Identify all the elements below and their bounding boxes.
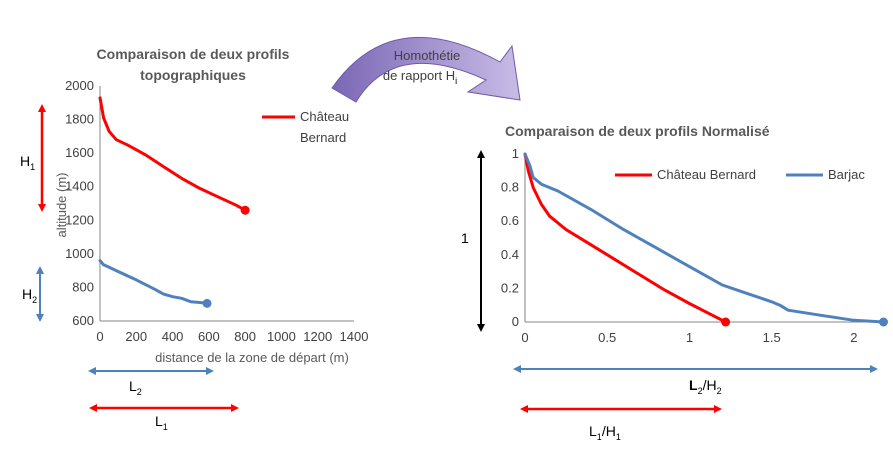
chart-left-x-tick-label: 1000	[267, 329, 296, 344]
chart-right-series-endpoint-chateau-bernard	[721, 317, 731, 327]
chart-left-legend: Château Bernard	[262, 109, 349, 145]
chart-right-x-ticks: 0 0.5 1 1.5 2	[521, 330, 857, 345]
chart-right-x-tick-label: 1	[686, 330, 693, 345]
chart-left-x-tick-label: 1200	[303, 329, 332, 344]
chart-right-y-tick-label: 1	[512, 146, 519, 161]
chart-right-y-ticks: 0 0.2 0.4 0.6 0.8 1	[501, 146, 519, 329]
chart-left-x-tick-label: 800	[234, 329, 256, 344]
chart-left-y-tick-label: 800	[72, 279, 94, 294]
chart-right: Comparaison de deux profils Normalisé 00…	[461, 123, 888, 442]
chart-right-x-tick-label: 1.5	[763, 330, 781, 345]
chart-right-y-tick-label: 0.2	[501, 280, 519, 295]
chart-left-y-axis-label: altitude (m)	[54, 172, 69, 237]
chart-left-y-tick-label: 1800	[65, 112, 94, 127]
chart-right-y-tick-label: 0	[512, 314, 519, 329]
chart-left-x-ticks: 0 200 400 600 800 1000 1200 1400	[96, 329, 368, 344]
chart-left-y-tick-label: 1000	[65, 246, 94, 261]
chart-left-y-tick-label: 1400	[65, 179, 94, 194]
height-h2-label: H2	[22, 286, 37, 305]
height-h1-label: H1	[20, 153, 35, 172]
legend-label-chateau-bernard-right: Château Bernard	[657, 167, 756, 182]
chart-left-x-tick-label: 1400	[340, 329, 369, 344]
chart-right-series-line-barjac	[523, 152, 885, 324]
chart-left-y-tick-label: 2000	[65, 78, 94, 93]
legend-label-line1: Château	[300, 109, 349, 124]
chart-right-series	[523, 152, 888, 327]
chart-left-series	[98, 96, 250, 308]
chart-left-series-endpoint-chateau-bernard	[240, 205, 250, 215]
chart-left-series-line-barjac	[98, 259, 209, 305]
chart-left-title-line1: Comparaison de deux profils	[97, 46, 290, 62]
chart-right-series-endpoint-barjac	[878, 317, 888, 327]
length-l2-label: L2	[129, 378, 142, 397]
chart-left-x-axis-label: distance de la zone de départ (m)	[155, 350, 349, 365]
chart-right-y-tick-label: 0.6	[501, 213, 519, 228]
chart-left-x-tick-label: 400	[162, 329, 184, 344]
chart-right-x-tick-label: 2	[850, 330, 857, 345]
chart-left-x-tick-label: 600	[198, 329, 220, 344]
chart-left-title-line2: topographiques	[140, 67, 246, 83]
chart-left-series-line-chateau-bernard	[98, 96, 247, 212]
chart-left-y-ticks: 600 800 1000 1200 1400 1600 1800 2000	[65, 78, 94, 328]
chart-left-y-tick-label: 1600	[65, 145, 94, 160]
chart-right-y-tick-label: 0.8	[501, 180, 519, 195]
transition-label-line2: de rapport Hi	[383, 68, 457, 86]
chart-left-x-tick-label: 0	[96, 329, 103, 344]
length-l1-label: L1	[155, 413, 168, 432]
curved-arrow-icon	[331, 36, 521, 103]
chart-left-y-tick-label: 600	[72, 313, 94, 328]
chart-right-title: Comparaison de deux profils Normalisé	[505, 123, 770, 139]
chart-right-y-tick-label: 0.4	[501, 247, 519, 262]
chart-left-series-endpoint-barjac	[202, 298, 212, 308]
chart-right-legend: Château Bernard Barjac	[615, 167, 865, 182]
legend-label-line2: Bernard	[300, 130, 346, 145]
chart-left: Comparaison de deux profils topographiqu…	[20, 46, 368, 432]
legend-label-barjac-right: Barjac	[828, 167, 865, 182]
chart-right-x-tick-label: 0.5	[598, 330, 616, 345]
transition-label-line1: Homothétie	[394, 48, 460, 63]
homothety-transition: Homothétie de rapport Hi	[331, 36, 521, 103]
chart-right-x-tick-label: 0	[521, 330, 528, 345]
height-normalized-label: 1	[461, 230, 469, 246]
length-l2-h2-label: L2/H2	[689, 377, 722, 396]
length-l1-h1-label: L1/H1	[589, 423, 621, 442]
chart-right-series-line-chateau-bernard	[523, 152, 728, 324]
chart-left-y-tick-label: 1200	[65, 212, 94, 227]
chart-left-x-tick-label: 200	[125, 329, 147, 344]
